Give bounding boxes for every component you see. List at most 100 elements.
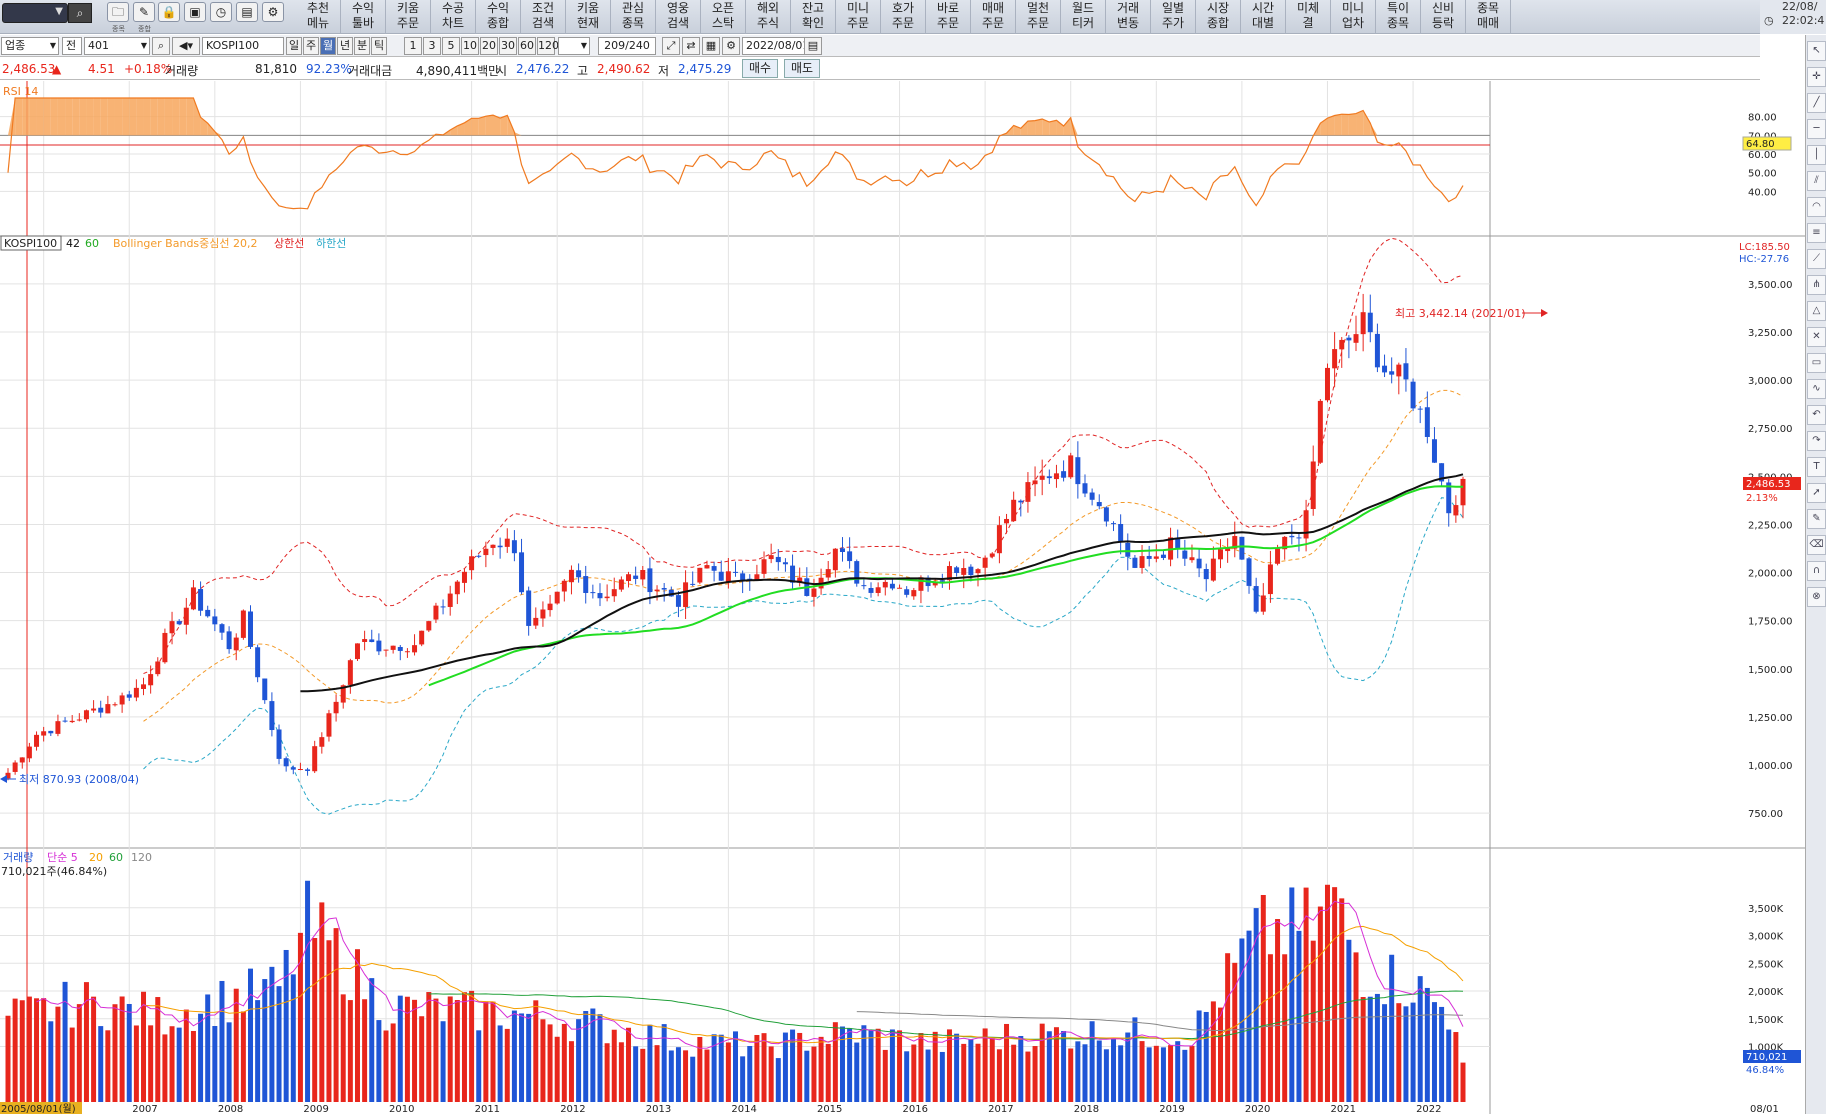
menu-item[interactable]: 시간 대별	[1241, 0, 1286, 34]
menu-item[interactable]: 월드 티커	[1061, 0, 1106, 34]
scope-select[interactable]: 전	[62, 37, 82, 55]
horizontal-line-icon[interactable]: ─	[1807, 119, 1826, 139]
buy-button[interactable]: 매수	[742, 59, 778, 78]
brush-icon[interactable]: ✎	[133, 2, 155, 22]
interval-button[interactable]: 10	[461, 37, 479, 55]
camera-icon[interactable]: ▣	[184, 2, 206, 22]
period-button[interactable]: 분	[354, 37, 370, 55]
volume-bar	[1061, 1030, 1067, 1102]
channel-icon[interactable]: ⫽	[1807, 171, 1826, 191]
menu-item[interactable]: 호가 주문	[881, 0, 926, 34]
menu-item[interactable]: 특이 종목	[1376, 0, 1421, 34]
fit-icon[interactable]: ⤢	[662, 37, 680, 55]
menu-item[interactable]: 미체 결	[1286, 0, 1331, 34]
pencil-icon[interactable]: ✎	[1807, 509, 1826, 529]
menu-item[interactable]: 바로 주문	[926, 0, 971, 34]
menu-item[interactable]: 추천 메뉴	[296, 0, 341, 34]
menu-item[interactable]: 관심 종목	[611, 0, 656, 34]
price-tick-label: 3,000.00	[1748, 376, 1793, 387]
menu-item[interactable]: 해외 주식	[746, 0, 791, 34]
redo-icon[interactable]: ↷	[1807, 431, 1826, 451]
eraser-icon[interactable]: ⌫	[1807, 535, 1826, 555]
arrow-icon[interactable]: ➚	[1807, 483, 1826, 503]
volume-bar	[5, 1015, 11, 1102]
chart-svg[interactable]: RSI 14 80.0070.0060.0050.0040.003,500.00…	[0, 81, 1805, 1114]
search-icon[interactable]: ⌕	[68, 3, 92, 23]
delete-all-icon[interactable]: ⊗	[1807, 587, 1826, 607]
menu-item[interactable]: 오픈 스탁	[701, 0, 746, 34]
code-input[interactable]: 401 ▼	[84, 37, 150, 55]
count-field[interactable]: 209/240	[598, 37, 656, 55]
arc-icon[interactable]: ◠	[1807, 197, 1826, 217]
save-icon[interactable]: ▦	[702, 37, 720, 55]
volume-bar	[946, 1029, 952, 1102]
menu-item[interactable]: 미니 업차	[1331, 0, 1376, 34]
volume-bar	[1239, 938, 1245, 1102]
candle-body	[797, 577, 803, 583]
menu-item[interactable]: 거래 변동	[1106, 0, 1151, 34]
menu-item[interactable]: 매매 주문	[971, 0, 1016, 34]
wave-icon[interactable]: ∿	[1807, 379, 1826, 399]
menu-item[interactable]: 시장 종합	[1196, 0, 1241, 34]
interval-button[interactable]: 20	[480, 37, 498, 55]
gear-icon[interactable]: ⚙	[722, 37, 740, 55]
menu-item[interactable]: 키움 현재	[566, 0, 611, 34]
calendar-icon[interactable]: ▤	[804, 37, 822, 55]
volume-bar	[854, 1042, 860, 1102]
gann-fan-icon[interactable]: ⟋	[1807, 249, 1826, 269]
menu-item[interactable]: 미니 주문	[836, 0, 881, 34]
text-icon[interactable]: T	[1807, 457, 1826, 477]
date-field[interactable]: 2022/08/01	[742, 37, 822, 55]
crosshair-icon[interactable]: ✛	[1807, 67, 1826, 87]
gear-icon[interactable]: ⚙	[262, 2, 284, 22]
period-button[interactable]: 일	[286, 37, 302, 55]
vertical-line-icon[interactable]: │	[1807, 145, 1826, 165]
screen-number-combo[interactable]: ▼	[2, 3, 68, 23]
candle-body	[526, 590, 532, 626]
triangle-icon[interactable]: △	[1807, 301, 1826, 321]
fibonacci-icon[interactable]: ≡	[1807, 223, 1826, 243]
interval-select[interactable]: ▼	[558, 37, 590, 55]
sell-button[interactable]: 매도	[784, 59, 820, 78]
period-button[interactable]: 틱	[371, 37, 387, 55]
interval-button[interactable]: 1	[404, 37, 422, 55]
interval-button[interactable]: 120	[537, 37, 559, 55]
menu-item[interactable]: 신비 등락	[1421, 0, 1466, 34]
menu-item[interactable]: 수익 종합	[476, 0, 521, 34]
menu-item[interactable]: 멀천 주문	[1016, 0, 1061, 34]
menu-item[interactable]: 일별 주가	[1151, 0, 1196, 34]
undo-icon[interactable]: ↶	[1807, 405, 1826, 425]
period-button[interactable]: 월	[320, 37, 336, 55]
candle-body	[889, 583, 895, 589]
menu-item[interactable]: 키움 주문	[386, 0, 431, 34]
speaker-icon[interactable]: ◀▾	[172, 37, 200, 55]
lock-icon[interactable]: 🔒	[158, 2, 180, 22]
menu-item[interactable]: 영웅 검색	[656, 0, 701, 34]
interval-button[interactable]: 30	[499, 37, 517, 55]
period-button[interactable]: 주	[303, 37, 319, 55]
interval-button[interactable]: 60	[518, 37, 536, 55]
menu-item[interactable]: 조건 검색	[521, 0, 566, 34]
market-select[interactable]: 업종 ▼	[1, 37, 59, 55]
ruler-icon[interactable]: ▭	[1807, 353, 1826, 373]
interval-button[interactable]: 5	[442, 37, 460, 55]
interval-button[interactable]: 3	[423, 37, 441, 55]
magnet-icon[interactable]: ∩	[1807, 561, 1826, 581]
menu-item[interactable]: 잔고 확인	[791, 0, 836, 34]
link-icon[interactable]: ⇄	[682, 37, 700, 55]
chart-area[interactable]: RSI 14 80.0070.0060.0050.0040.003,500.00…	[0, 81, 1805, 1114]
menu-item[interactable]: 수공 차트	[431, 0, 476, 34]
menu-item[interactable]: 수익 툴바	[341, 0, 386, 34]
cursor-icon[interactable]: ↖	[1807, 41, 1826, 61]
clock-icon[interactable]: ◷	[210, 2, 232, 22]
search-icon[interactable]: ⌕	[152, 37, 170, 55]
period-button[interactable]: 년	[337, 37, 353, 55]
folder-icon[interactable]: 🗀	[107, 2, 129, 22]
legend-ma60: 60	[85, 237, 99, 250]
menu-item[interactable]: 종목 매매	[1466, 0, 1511, 34]
cross-icon[interactable]: ✕	[1807, 327, 1826, 347]
trendline-icon[interactable]: ╱	[1807, 93, 1826, 113]
window-icon[interactable]: ▤	[236, 2, 258, 22]
symbol-name-field[interactable]: KOSPI100	[202, 37, 284, 55]
pitchfork-icon[interactable]: ⋔	[1807, 275, 1826, 295]
